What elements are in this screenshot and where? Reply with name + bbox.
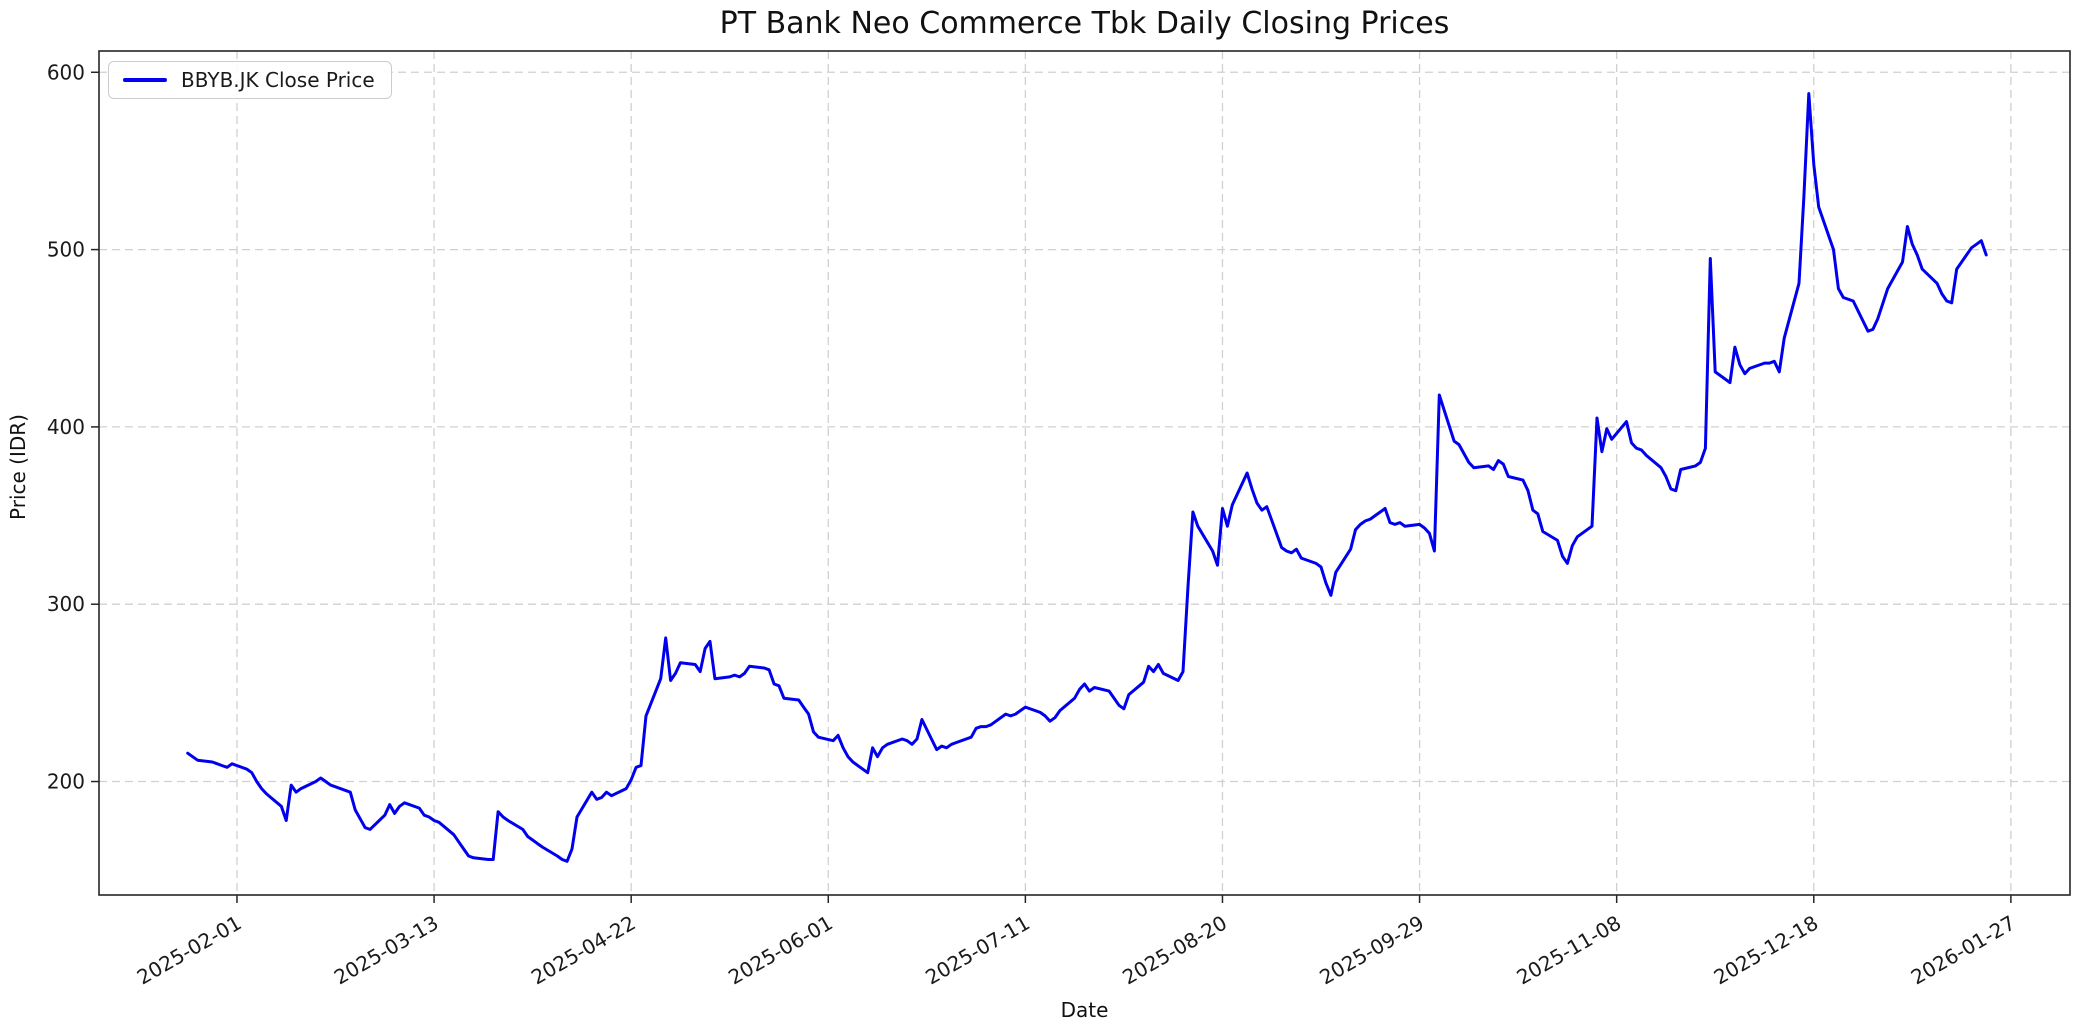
plot-border xyxy=(98,50,2071,896)
x-tick-label: 2025-06-01 xyxy=(724,911,837,990)
x-tick-label: 2025-12-18 xyxy=(1710,911,1823,990)
x-tick-label: 2026-01-27 xyxy=(1907,911,2020,990)
y-tick-label: 300 xyxy=(47,592,85,616)
y-tick-label: 400 xyxy=(47,415,85,439)
x-tick-label: 2025-03-13 xyxy=(330,911,443,990)
x-tick-label: 2025-11-08 xyxy=(1513,911,1626,990)
price-line xyxy=(186,92,1988,863)
x-axis-label: Date xyxy=(1060,998,1109,1022)
legend-box: BBYB.JK Close Price xyxy=(108,61,392,99)
legend-line-swatch xyxy=(123,78,167,82)
y-tick-label: 200 xyxy=(47,770,85,794)
legend-label: BBYB.JK Close Price xyxy=(181,68,375,92)
chart-title: PT Bank Neo Commerce Tbk Daily Closing P… xyxy=(719,6,1450,41)
x-tick-label: 2025-02-01 xyxy=(133,911,246,990)
y-axis-label: Price (IDR) xyxy=(6,414,30,520)
x-tick-label: 2025-04-22 xyxy=(527,911,640,990)
x-tick-label: 2025-08-20 xyxy=(1118,911,1231,990)
y-tick-label: 600 xyxy=(47,60,85,84)
y-tick-label: 500 xyxy=(47,238,85,262)
x-tick-label: 2025-07-11 xyxy=(921,911,1034,990)
x-tick-label: 2025-09-29 xyxy=(1315,911,1428,990)
